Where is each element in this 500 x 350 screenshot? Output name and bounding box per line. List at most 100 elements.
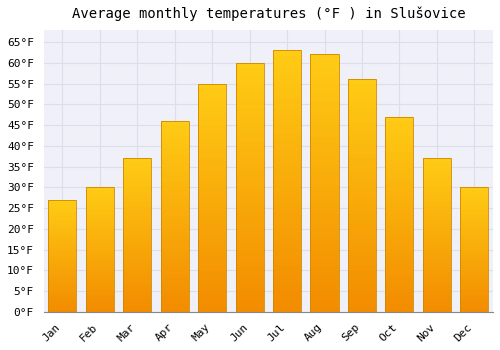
Bar	[48, 251, 76, 254]
Bar	[423, 284, 451, 287]
Bar	[460, 270, 488, 272]
Bar	[310, 137, 338, 142]
Bar	[273, 113, 301, 118]
Bar	[348, 289, 376, 293]
Bar	[273, 249, 301, 254]
Bar	[423, 238, 451, 241]
Bar	[423, 275, 451, 278]
Bar	[123, 183, 152, 186]
Bar	[348, 210, 376, 214]
Bar	[273, 77, 301, 82]
Bar	[273, 270, 301, 275]
Bar	[198, 239, 226, 243]
Bar	[198, 225, 226, 230]
Bar	[86, 294, 114, 297]
Bar	[198, 147, 226, 152]
Bar	[160, 148, 189, 152]
Bar	[460, 187, 488, 190]
Bar	[460, 285, 488, 287]
Bar	[273, 307, 301, 312]
Bar	[423, 186, 451, 189]
Bar	[273, 103, 301, 108]
Bar	[310, 116, 338, 121]
Bar	[460, 292, 488, 294]
Bar	[310, 276, 338, 281]
Bar	[86, 242, 114, 245]
Bar	[460, 205, 488, 207]
Bar	[48, 233, 76, 236]
Bar	[273, 145, 301, 150]
Bar	[86, 302, 114, 304]
Bar	[198, 170, 226, 175]
Bar	[48, 227, 76, 229]
Bar	[236, 182, 264, 187]
Bar	[86, 227, 114, 230]
Bar	[48, 292, 76, 294]
Bar	[236, 158, 264, 162]
Bar	[310, 85, 338, 91]
Bar	[160, 163, 189, 167]
Bar	[236, 118, 264, 122]
Bar	[160, 281, 189, 285]
Bar	[198, 230, 226, 234]
Bar	[348, 307, 376, 312]
Bar	[198, 271, 226, 275]
Bar	[123, 290, 152, 294]
Bar	[273, 244, 301, 249]
Bar	[386, 238, 413, 242]
Bar	[273, 239, 301, 244]
Bar	[48, 209, 76, 211]
Bar	[86, 255, 114, 257]
Bar	[310, 194, 338, 199]
Bar	[236, 63, 264, 312]
Bar	[386, 160, 413, 163]
Bar	[198, 262, 226, 266]
Bar	[310, 101, 338, 106]
Bar	[48, 256, 76, 258]
Bar	[273, 171, 301, 176]
Bar	[86, 210, 114, 212]
Bar	[236, 187, 264, 192]
Bar	[160, 255, 189, 258]
Bar	[198, 280, 226, 285]
Bar	[160, 301, 189, 304]
Bar	[236, 138, 264, 142]
Bar	[236, 302, 264, 307]
Bar	[460, 240, 488, 242]
Bar	[386, 132, 413, 136]
Bar	[236, 272, 264, 277]
Bar	[460, 255, 488, 257]
Bar	[460, 245, 488, 247]
Bar	[48, 278, 76, 281]
Bar	[160, 155, 189, 159]
Bar	[386, 128, 413, 132]
Bar	[86, 272, 114, 274]
Bar	[48, 307, 76, 310]
Bar	[386, 269, 413, 273]
Bar	[348, 79, 376, 312]
Bar	[273, 176, 301, 181]
Bar	[123, 244, 152, 247]
Bar	[423, 211, 451, 214]
Bar	[123, 192, 152, 195]
Bar	[423, 253, 451, 257]
Bar	[236, 167, 264, 173]
Bar	[273, 71, 301, 77]
Bar	[386, 242, 413, 246]
Bar	[348, 168, 376, 173]
Bar	[123, 195, 152, 198]
Bar	[123, 269, 152, 272]
Bar	[236, 73, 264, 78]
Bar	[86, 220, 114, 222]
Bar	[86, 252, 114, 255]
Bar	[123, 303, 152, 306]
Bar	[310, 65, 338, 70]
Bar	[198, 129, 226, 134]
Bar	[198, 97, 226, 102]
Bar	[160, 247, 189, 251]
Bar	[460, 282, 488, 285]
Bar	[198, 193, 226, 198]
Bar	[348, 89, 376, 93]
Bar	[160, 190, 189, 194]
Bar	[236, 297, 264, 302]
